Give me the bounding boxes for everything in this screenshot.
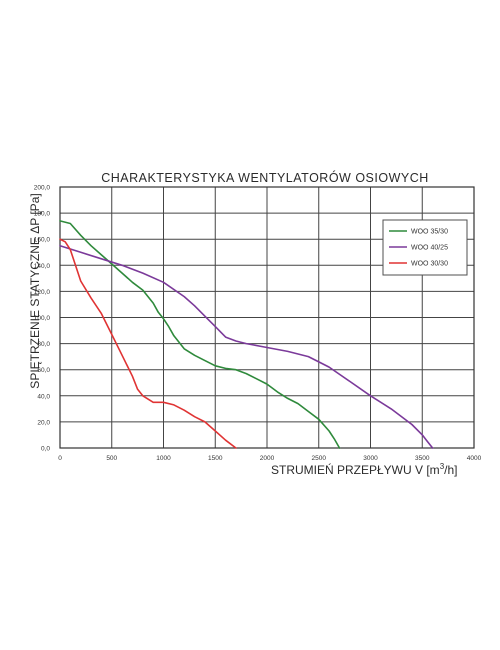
y-tick-label: 20,0 — [37, 419, 50, 426]
x-tick-label: 1500 — [208, 455, 223, 462]
x-tick-label: 3000 — [363, 455, 378, 462]
data-series — [59, 220, 434, 449]
x-axis-title: STRUMIEŃ PRZEPŁYWU V [m3/h] — [271, 462, 457, 477]
axes — [59, 186, 475, 449]
series-line-1 — [59, 220, 341, 449]
chart-title: CHARAKTERYSTYKA WENTYLATORÓW OSIOWYCH — [101, 170, 429, 185]
legend-label: WOO 40/25 — [411, 245, 448, 252]
y-tick-label: 100,0 — [34, 315, 51, 322]
y-tick-label: 0,0 — [41, 446, 50, 453]
y-tick-labels: 0,0 20,0 40,0 60,0 80,0 100,0 120,0 140,0 160,0 1… — [34, 185, 51, 453]
y-tick-label: 60,0 — [37, 367, 50, 374]
x-axis-title-superscript: 3 — [440, 462, 445, 471]
x-tick-label: 0 — [58, 455, 62, 462]
x-axis-title-unit: /h] — [444, 463, 457, 477]
legend-label: WOO 30/30 — [411, 261, 448, 268]
y-tick-label: 80,0 — [37, 341, 50, 348]
x-tick-label: 1000 — [156, 455, 171, 462]
y-tick-label: 180,0 — [34, 211, 51, 218]
y-axis-title: SPIĘTRZENIE STATYCZNE ΔP [Pa] — [28, 193, 42, 388]
y-tick-label: 200,0 — [34, 185, 51, 192]
legend: WOO 35/30 WOO 40/25 WOO 30/30 — [382, 219, 468, 276]
x-tick-label: 2500 — [312, 455, 327, 462]
y-tick-label: 40,0 — [37, 393, 50, 400]
x-tick-label: 500 — [106, 455, 117, 462]
series-line-3 — [59, 238, 237, 449]
grid — [59, 186, 475, 449]
x-tick-label: 3500 — [415, 455, 430, 462]
x-axis-title-main: STRUMIEŃ PRZEPŁYWU V [m — [271, 462, 440, 477]
plot-frame — [59, 186, 475, 449]
legend-label: WOO 35/30 — [411, 229, 448, 236]
x-tick-label: 2000 — [260, 455, 275, 462]
series-line-2 — [59, 244, 434, 449]
y-tick-label: 120,0 — [34, 289, 51, 296]
y-tick-label: 140,0 — [34, 263, 51, 270]
x-tick-labels: 0 500 1000 1500 2000 2500 3000 3500 4000 — [58, 455, 481, 462]
legend-items: WOO 35/30 WOO 40/25 WOO 30/30 — [389, 229, 448, 268]
y-tick-label: 160,0 — [34, 237, 51, 244]
x-tick-label: 4000 — [467, 455, 482, 462]
